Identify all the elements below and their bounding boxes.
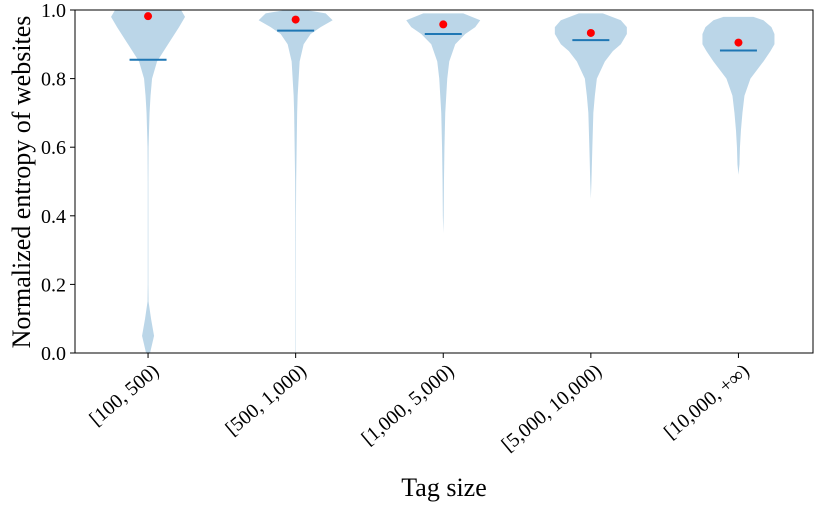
median-dot (144, 12, 153, 21)
violin-body (111, 10, 186, 353)
y-tick-label: 1.0 (41, 0, 66, 22)
violin-body (258, 10, 333, 353)
violin-body (554, 13, 627, 199)
y-tick-label: 0.6 (41, 137, 66, 159)
x-tick-label: [500, 1,000) (221, 360, 310, 440)
median-dot (291, 15, 300, 24)
y-tick-label: 0.0 (41, 343, 66, 365)
x-axis-label: Tag size (401, 473, 487, 502)
y-axis-label: Normalized entropy of websites (7, 16, 36, 349)
median-dot (734, 38, 743, 47)
y-tick-label: 0.2 (41, 274, 66, 296)
x-tick-label: [1,000, 5,000) (358, 360, 459, 450)
x-tick-label: [5,000, 10,000) (497, 360, 606, 456)
y-tick-label: 0.4 (41, 206, 66, 228)
violin-body (702, 16, 775, 175)
violin-body (406, 13, 481, 233)
median-dot (439, 20, 448, 29)
x-tick-label: [100, 500) (85, 360, 163, 430)
plot-frame (74, 9, 814, 354)
median-dot (586, 28, 595, 37)
y-tick-label: 0.8 (41, 69, 66, 91)
x-tick-label: [10,000, +∞) (660, 360, 754, 444)
